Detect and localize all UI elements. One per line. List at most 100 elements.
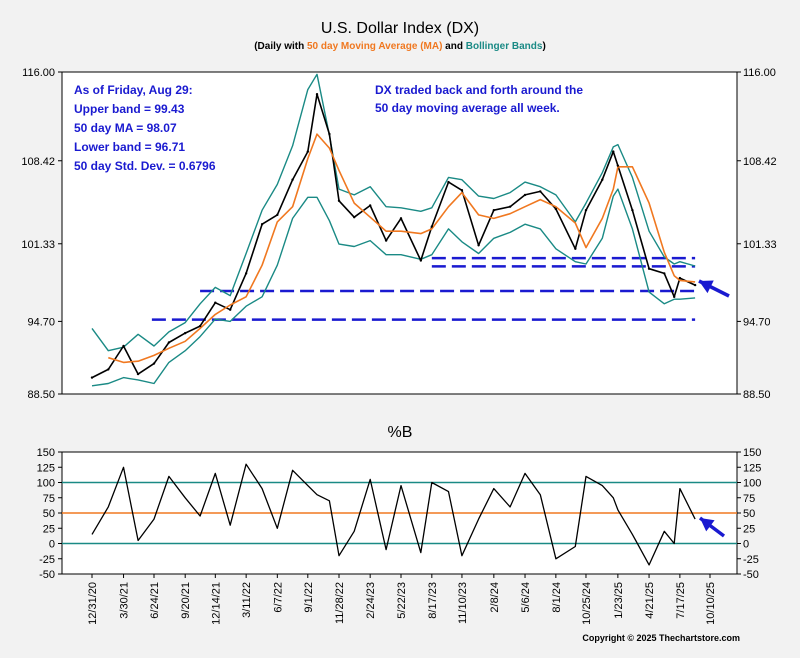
- pb-y-tick-label-left: -50: [39, 569, 55, 581]
- x-tick-label: 6/7/22: [272, 582, 284, 613]
- price-point: [631, 208, 634, 212]
- y-tick-label-right: 116.00: [743, 67, 776, 79]
- x-tick-label: 2/24/23: [365, 582, 377, 619]
- comment-annotation: DX traded back and forth around the 50 da…: [375, 83, 583, 115]
- price-point: [368, 204, 372, 207]
- copyright-text: Copyright © 2025 Thechartstore.com: [582, 633, 740, 643]
- stats-annotation: As of Friday, Aug 29: Upper band = 99.43 5…: [74, 83, 216, 173]
- subtitle-prefix: (Daily with: [254, 41, 307, 52]
- y-tick-label-left: 88.50: [27, 389, 55, 401]
- x-tick-label: 8/17/23: [427, 582, 439, 619]
- price-point: [198, 324, 202, 328]
- x-tick-label: 12/14/21: [210, 582, 222, 625]
- x-tick-label: 5/6/24: [520, 582, 532, 613]
- price-point: [244, 272, 248, 275]
- series-percent-b: [91, 463, 696, 566]
- percent-b-title: %B: [388, 424, 413, 441]
- price-point: [523, 193, 527, 197]
- pb-y-tick-label-right: -25: [743, 554, 759, 566]
- series-layer: [90, 73, 697, 566]
- price-point: [260, 223, 264, 226]
- y-tick-label-right: 94.70: [743, 316, 771, 328]
- x-tick-label: 12/31/20: [87, 582, 99, 625]
- subtitle-mid: and: [442, 41, 465, 52]
- x-tick-label: 11/10/23: [457, 582, 469, 624]
- price-point: [554, 207, 558, 211]
- pb-y-tick-label-left: 0: [49, 539, 55, 551]
- x-tick-label: 10/10/25: [705, 582, 717, 625]
- pb-y-tick-label-right: 100: [743, 478, 761, 490]
- price-point: [228, 308, 232, 311]
- stats-line: 50 day Std. Dev. = 0.6796: [74, 159, 216, 173]
- price-point: [152, 362, 156, 365]
- price-point: [276, 213, 279, 217]
- x-tick-label: 2/8/24: [489, 582, 501, 613]
- subtitle-ma: 50 day Moving Average (MA): [307, 41, 442, 52]
- subtitle-suffix: ): [542, 41, 545, 52]
- pb-y-tick-label-right: 125: [743, 462, 761, 474]
- grid-layer: [62, 256, 737, 545]
- x-tick-label: 9/1/22: [303, 582, 315, 613]
- x-tick-label: 3/11/22: [241, 582, 253, 618]
- price-point: [399, 217, 403, 220]
- x-tick-label: 8/1/24: [551, 582, 563, 613]
- x-tick-label: 6/24/21: [149, 582, 161, 619]
- price-point: [337, 199, 341, 202]
- price-point: [612, 150, 615, 153]
- stats-line: Lower band = 96.71: [74, 140, 185, 154]
- subtitle-bands: Bollinger Bands: [466, 41, 543, 52]
- pb-y-tick-label-right: 50: [743, 508, 755, 520]
- pb-y-tick-label-left: 150: [37, 447, 55, 459]
- price-point: [508, 205, 512, 208]
- price-point: [584, 208, 588, 212]
- pb-y-tick-label-left: 50: [43, 508, 55, 520]
- price-point: [315, 93, 319, 96]
- x-tick-label: 7/17/25: [675, 582, 687, 619]
- x-tick-label: 10/25/24: [581, 582, 593, 625]
- price-arrow-head: [699, 280, 714, 294]
- price-pane: [61, 71, 738, 395]
- price-point: [90, 376, 94, 379]
- stats-line: Upper band = 99.43: [74, 102, 185, 116]
- price-point: [384, 239, 388, 242]
- price-point: [328, 132, 331, 136]
- x-tick-label: 11/28/22: [334, 582, 346, 624]
- pb-y-tick-label-right: 25: [743, 523, 755, 535]
- x-tick-label: 4/21/25: [644, 582, 656, 619]
- x-tick-label: 5/22/23: [396, 582, 408, 619]
- price-point: [477, 244, 480, 247]
- price-point: [353, 215, 356, 219]
- price-point: [447, 180, 450, 184]
- price-point: [291, 178, 294, 181]
- price-point: [678, 276, 682, 280]
- y-tick-label-left: 108.42: [21, 156, 55, 168]
- series-upper-band: [91, 73, 696, 352]
- price-point: [419, 259, 423, 262]
- percent-b-arrow-head: [700, 518, 715, 532]
- price-point: [306, 150, 310, 153]
- axis-layer: 116.00 116.00 108.42 108.42 101.33 101.33 94.7…: [21, 67, 776, 625]
- y-tick-label-right: 101.33: [743, 239, 777, 251]
- price-point: [122, 344, 125, 348]
- price-point: [167, 341, 171, 344]
- price-point: [460, 189, 464, 192]
- price-point: [574, 247, 577, 251]
- pb-y-tick-label-left: -25: [39, 554, 55, 566]
- series-ma: [108, 133, 696, 364]
- pb-y-tick-label-left: 75: [43, 493, 55, 505]
- x-tick-label: 1/23/25: [613, 582, 625, 619]
- pb-y-tick-label-left: 100: [37, 478, 55, 490]
- y-tick-label-left: 116.00: [22, 67, 55, 79]
- price-point: [647, 267, 651, 270]
- price-point: [214, 301, 217, 304]
- price-point: [616, 164, 620, 167]
- price-point: [539, 190, 542, 193]
- pb-y-tick-label-right: -50: [743, 569, 759, 581]
- series-lower-band: [91, 188, 696, 387]
- stats-line: 50 day MA = 98.07: [74, 121, 177, 135]
- price-point: [663, 272, 666, 275]
- price-point: [430, 225, 434, 228]
- y-tick-label-left: 94.70: [27, 316, 55, 328]
